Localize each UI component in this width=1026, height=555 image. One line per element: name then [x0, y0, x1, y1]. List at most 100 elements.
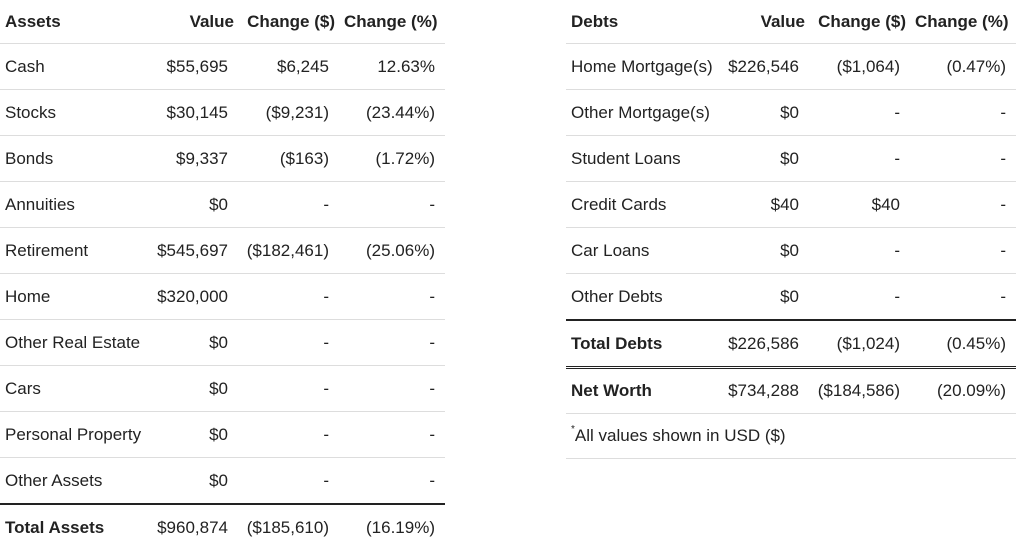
debt-value: $0 — [718, 89, 809, 136]
asset-change-amount: - — [238, 319, 339, 366]
asset-value: $0 — [150, 319, 238, 366]
asset-label: Personal Property — [0, 411, 150, 458]
asset-value: $0 — [150, 457, 238, 504]
asset-label: Stocks — [0, 89, 150, 136]
debt-label: Credit Cards — [566, 181, 718, 228]
asset-change-percent: (25.06%) — [339, 227, 445, 274]
asset-value: $0 — [150, 411, 238, 458]
debt-value: $0 — [718, 273, 809, 320]
table-row: Student Loans $0 - - — [566, 135, 1016, 182]
debts-header-row: Debts Value Change ($) Change (%) — [566, 0, 1016, 44]
table-row: Annuities $0 - - — [0, 181, 445, 228]
debt-change-amount: - — [809, 89, 910, 136]
total-debts-value: $226,586 — [718, 319, 809, 368]
asset-change-percent: - — [339, 411, 445, 458]
asset-label: Other Real Estate — [0, 319, 150, 366]
asset-change-amount: - — [238, 181, 339, 228]
debts-table: Debts Value Change ($) Change (%) Home M… — [566, 0, 1016, 459]
asset-label: Cars — [0, 365, 150, 412]
debt-change-percent: - — [910, 135, 1016, 182]
table-row: Home Mortgage(s) $226,546 ($1,064) (0.47… — [566, 43, 1016, 90]
asset-change-percent: - — [339, 365, 445, 412]
value-header: Value — [760, 11, 805, 31]
asset-label: Other Assets — [0, 457, 150, 504]
debt-change-percent: - — [910, 89, 1016, 136]
debt-value: $0 — [718, 227, 809, 274]
asset-label: Annuities — [0, 181, 150, 228]
assets-table: Assets Value Change ($) Change (%) Cash … — [0, 0, 445, 550]
asset-change-amount: $6,245 — [238, 43, 339, 90]
total-assets-value: $960,874 — [150, 503, 238, 550]
table-row: Other Assets $0 - - — [0, 457, 445, 504]
asset-change-amount: ($182,461) — [238, 227, 339, 274]
asset-value: $545,697 — [150, 227, 238, 274]
footnote-marker: * — [571, 424, 575, 435]
debt-label: Home Mortgage(s) — [566, 43, 718, 90]
table-row: Cars $0 - - — [0, 365, 445, 412]
assets-header-row: Assets Value Change ($) Change (%) — [0, 0, 445, 44]
footnote-row: *All values shown in USD ($) — [566, 413, 1016, 459]
debt-value: $0 — [718, 135, 809, 182]
debt-label: Other Mortgage(s) — [566, 89, 718, 136]
asset-change-percent: (23.44%) — [339, 89, 445, 136]
debt-value: $40 — [718, 181, 809, 228]
table-row: Retirement $545,697 ($182,461) (25.06%) — [0, 227, 445, 274]
table-row: Personal Property $0 - - — [0, 411, 445, 458]
table-row: Home $320,000 - - — [0, 273, 445, 320]
debt-change-amount: - — [809, 135, 910, 182]
value-header: Value — [189, 11, 234, 31]
change-percent-header: Change (%) — [915, 11, 1009, 31]
table-row: Other Mortgage(s) $0 - - — [566, 89, 1016, 136]
asset-label: Retirement — [0, 227, 150, 274]
debt-change-percent: - — [910, 273, 1016, 320]
debt-change-amount: - — [809, 227, 910, 274]
net-worth-value: $734,288 — [718, 366, 809, 414]
table-row: Other Real Estate $0 - - — [0, 319, 445, 366]
asset-value: $320,000 — [150, 273, 238, 320]
asset-change-percent: - — [339, 181, 445, 228]
asset-value: $9,337 — [150, 135, 238, 182]
table-row: Credit Cards $40 $40 - — [566, 181, 1016, 228]
debt-change-percent: - — [910, 227, 1016, 274]
asset-value: $0 — [150, 365, 238, 412]
asset-change-amount: - — [238, 457, 339, 504]
net-worth-label: Net Worth — [566, 366, 718, 414]
total-debts-change-percent: (0.45%) — [910, 319, 1016, 368]
change-amount-header: Change ($) — [818, 11, 906, 31]
net-worth-change-percent: (20.09%) — [910, 366, 1016, 414]
asset-value: $30,145 — [150, 89, 238, 136]
asset-change-amount: ($163) — [238, 135, 339, 182]
asset-change-percent: 12.63% — [339, 43, 445, 90]
asset-change-percent: - — [339, 457, 445, 504]
debt-change-amount: ($1,064) — [809, 43, 910, 90]
net-worth-change-amount: ($184,586) — [809, 366, 910, 414]
total-debts-change-amount: ($1,024) — [809, 319, 910, 368]
asset-change-amount: - — [238, 365, 339, 412]
total-debts-row: Total Debts $226,586 ($1,024) (0.45%) — [566, 319, 1016, 368]
asset-label: Bonds — [0, 135, 150, 182]
asset-change-amount: - — [238, 411, 339, 458]
total-assets-change-amount: ($185,610) — [238, 503, 339, 550]
asset-label: Cash — [0, 43, 150, 90]
asset-change-percent: (1.72%) — [339, 135, 445, 182]
table-row: Other Debts $0 - - — [566, 273, 1016, 320]
total-assets-row: Total Assets $960,874 ($185,610) (16.19%… — [0, 503, 445, 550]
table-row: Cash $55,695 $6,245 12.63% — [0, 43, 445, 90]
table-row: Bonds $9,337 ($163) (1.72%) — [0, 135, 445, 182]
footnote-text: All values shown in USD ($) — [574, 426, 786, 445]
change-percent-header: Change (%) — [344, 11, 438, 31]
debt-change-percent: (0.47%) — [910, 43, 1016, 90]
footnote: *All values shown in USD ($) — [566, 413, 1016, 459]
asset-label: Home — [0, 273, 150, 320]
debt-label: Car Loans — [566, 227, 718, 274]
total-assets-change-percent: (16.19%) — [339, 503, 445, 550]
change-amount-header: Change ($) — [247, 11, 335, 31]
net-worth-row: Net Worth $734,288 ($184,586) (20.09%) — [566, 366, 1016, 414]
asset-value: $0 — [150, 181, 238, 228]
debts-header: Debts — [571, 11, 619, 31]
assets-header: Assets — [5, 11, 61, 31]
asset-value: $55,695 — [150, 43, 238, 90]
total-assets-label: Total Assets — [0, 503, 150, 550]
debt-change-percent: - — [910, 181, 1016, 228]
debt-change-amount: - — [809, 273, 910, 320]
